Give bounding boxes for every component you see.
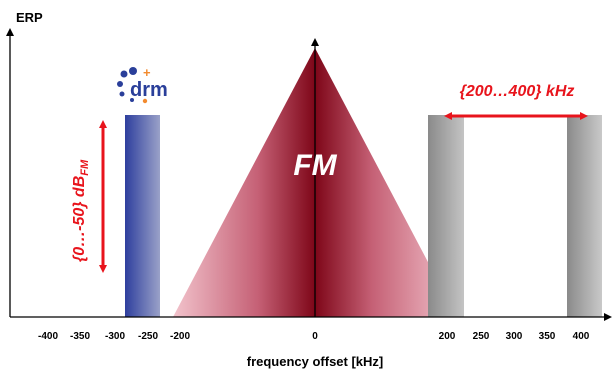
level-range-subscript: FM [79,159,91,176]
level-range-label: {0…-50} dBFM [71,159,91,262]
y-axis-title: ERP [16,10,43,25]
drm-signal-block [125,115,160,317]
logo-dot [117,81,123,87]
logo-text: drm [130,79,168,101]
logo-dot [129,67,137,75]
x-tick-label: -250 [138,331,158,342]
side-signal-block-left [428,115,464,317]
logo-accent-dot [142,98,148,104]
y-axis-arrow-icon [6,28,14,36]
x-tick-label: 0 [312,331,318,342]
fm-label: FM [293,149,337,182]
x-tick-label: -400 [38,331,58,342]
logo-dot [120,70,128,78]
x-tick-label: 300 [506,331,523,342]
side-signal-block-right [567,115,602,317]
logo-dot [130,98,134,102]
logo-plus: + [143,65,151,80]
x-tick-label: -350 [70,331,90,342]
spacing-label: {200…400} kHz [460,83,575,100]
logo-dot [119,91,125,97]
drm-logo: + drm [117,65,168,104]
level-range-main: {0…-50} dB [71,176,88,262]
x-axis-title: frequency offset [kHz] [247,354,384,369]
center-axis-arrow-icon [311,38,319,46]
x-tick-label: -200 [170,331,190,342]
x-tick-label: 400 [573,331,590,342]
x-tick-label: -300 [105,331,125,342]
x-tick-label: 200 [439,331,456,342]
x-axis-arrow-icon [604,313,612,321]
x-tick-label: 350 [539,331,556,342]
x-tick-label: 250 [473,331,490,342]
x-tick-labels: -400 -350 -300 -250 -200 0 200 250 300 3… [38,331,590,342]
